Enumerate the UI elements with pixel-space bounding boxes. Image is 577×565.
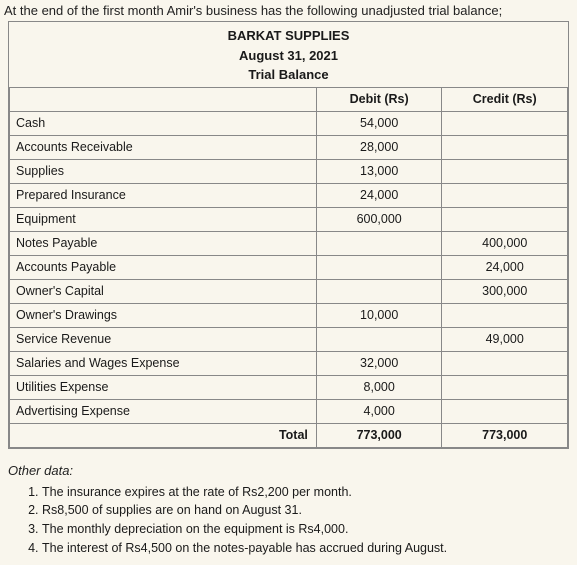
note-item: Rs8,500 of supplies are on hand on Augus… [42, 502, 577, 519]
account-cell: Owner's Capital [10, 279, 317, 303]
debit-cell [316, 255, 442, 279]
col-credit: Credit (Rs) [442, 87, 568, 111]
account-cell: Owner's Drawings [10, 303, 317, 327]
credit-cell [442, 351, 568, 375]
table-row: Utilities Expense8,000 [10, 375, 568, 399]
table-row: Owner's Drawings10,000 [10, 303, 568, 327]
table-header-block: BARKAT SUPPLIES August 31, 2021 Trial Ba… [9, 22, 568, 87]
table-row: Notes Payable 400,000 [10, 231, 568, 255]
trial-balance-table: Debit (Rs) Credit (Rs) Cash54,000Account… [9, 87, 568, 448]
other-data-heading: Other data: [8, 463, 577, 478]
total-label: Total [10, 423, 317, 447]
account-cell: Notes Payable [10, 231, 317, 255]
account-cell: Cash [10, 111, 317, 135]
debit-cell: 10,000 [316, 303, 442, 327]
account-cell: Supplies [10, 159, 317, 183]
table-row: Prepared Insurance24,000 [10, 183, 568, 207]
account-cell: Advertising Expense [10, 399, 317, 423]
table-row: Supplies13,000 [10, 159, 568, 183]
table-row: Salaries and Wages Expense32,000 [10, 351, 568, 375]
debit-cell: 24,000 [316, 183, 442, 207]
debit-cell: 13,000 [316, 159, 442, 183]
total-credit: 773,000 [442, 423, 568, 447]
debit-cell: 54,000 [316, 111, 442, 135]
total-debit: 773,000 [316, 423, 442, 447]
credit-cell: 24,000 [442, 255, 568, 279]
credit-cell [442, 375, 568, 399]
debit-cell: 32,000 [316, 351, 442, 375]
credit-cell [442, 183, 568, 207]
account-cell: Equipment [10, 207, 317, 231]
company-name: BARKAT SUPPLIES [9, 26, 568, 46]
statement-title: Trial Balance [9, 65, 568, 85]
debit-cell [316, 231, 442, 255]
table-row: Owner's Capital 300,000 [10, 279, 568, 303]
table-row: Cash54,000 [10, 111, 568, 135]
account-cell: Salaries and Wages Expense [10, 351, 317, 375]
trial-balance-box: BARKAT SUPPLIES August 31, 2021 Trial Ba… [8, 21, 569, 449]
debit-cell: 8,000 [316, 375, 442, 399]
table-row: Accounts Receivable28,000 [10, 135, 568, 159]
intro-text: At the end of the first month Amir's bus… [0, 0, 577, 21]
table-row: Advertising Expense4,000 [10, 399, 568, 423]
credit-cell [442, 303, 568, 327]
debit-cell [316, 327, 442, 351]
debit-cell: 600,000 [316, 207, 442, 231]
note-item: The insurance expires at the rate of Rs2… [42, 484, 577, 501]
account-cell: Accounts Receivable [10, 135, 317, 159]
col-account [10, 87, 317, 111]
credit-cell [442, 111, 568, 135]
note-item: The monthly depreciation on the equipmen… [42, 521, 577, 538]
credit-cell [442, 207, 568, 231]
account-cell: Service Revenue [10, 327, 317, 351]
debit-cell: 4,000 [316, 399, 442, 423]
account-cell: Accounts Payable [10, 255, 317, 279]
table-row: Accounts Payable 24,000 [10, 255, 568, 279]
table-row: Service Revenue 49,000 [10, 327, 568, 351]
credit-cell: 49,000 [442, 327, 568, 351]
credit-cell [442, 159, 568, 183]
account-cell: Prepared Insurance [10, 183, 317, 207]
table-row: Equipment600,000 [10, 207, 568, 231]
note-item: The interest of Rs4,500 on the notes-pay… [42, 540, 577, 557]
col-debit: Debit (Rs) [316, 87, 442, 111]
debit-cell [316, 279, 442, 303]
credit-cell: 400,000 [442, 231, 568, 255]
total-row: Total773,000773,000 [10, 423, 568, 447]
statement-date: August 31, 2021 [9, 46, 568, 66]
credit-cell [442, 399, 568, 423]
notes-list: The insurance expires at the rate of Rs2… [24, 484, 577, 565]
table-header-row: Debit (Rs) Credit (Rs) [10, 87, 568, 111]
credit-cell [442, 135, 568, 159]
credit-cell: 300,000 [442, 279, 568, 303]
account-cell: Utilities Expense [10, 375, 317, 399]
debit-cell: 28,000 [316, 135, 442, 159]
